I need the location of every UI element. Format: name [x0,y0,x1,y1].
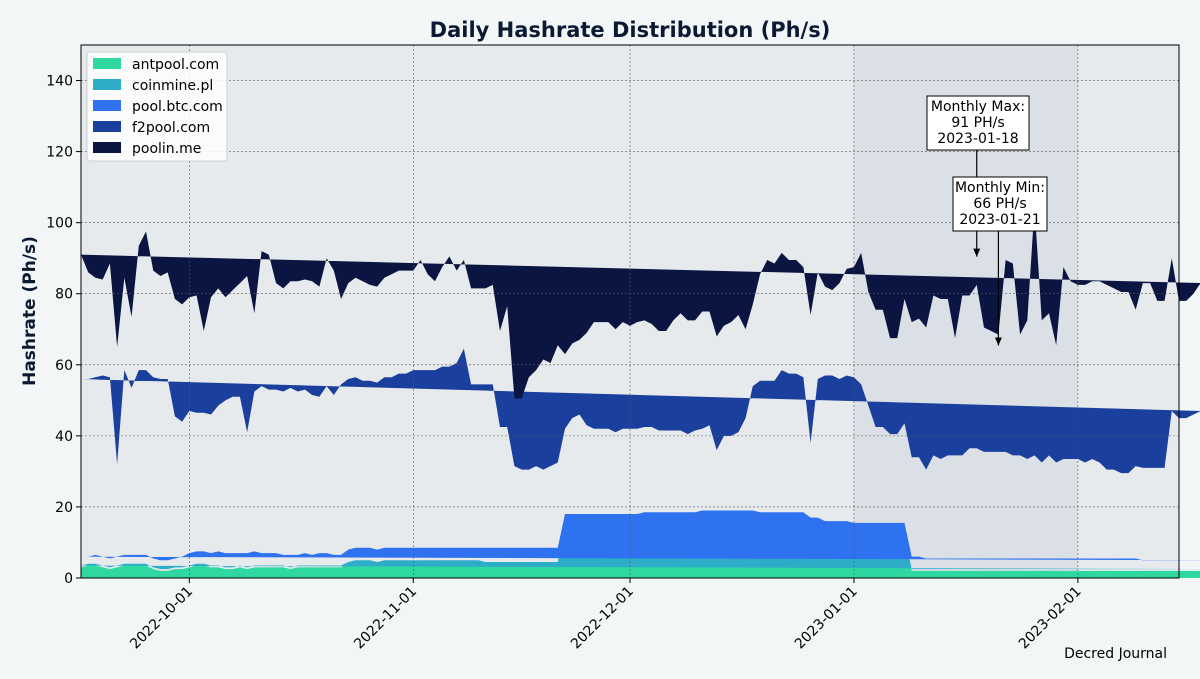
y-tick-label: 0 [64,571,73,587]
legend-swatch [93,121,121,132]
legend-entry: pool.btc.com [132,99,223,115]
annotation-text: 2023-01-21 [959,212,1040,228]
legend-swatch [93,100,121,111]
y-axis: 0 20 40 60 80 100 120 140 [46,74,81,587]
area-f2pool-com [81,348,1200,474]
legend-entry: coinmine.pl [132,78,213,94]
annotation-text: 66 PH/s [973,196,1026,212]
y-tick-label: 60 [55,358,73,374]
annotation-text: Monthly Max: [931,99,1025,115]
legend-entry: f2pool.com [132,120,210,136]
y-tick-label: 40 [55,429,73,445]
y-tick-label: 120 [46,145,73,161]
legend-box [86,51,228,162]
stacked-areas [81,206,1200,578]
y-axis-label: Hashrate (Ph/s) [20,236,40,386]
area-poolin-me [81,206,1200,399]
annotation-box [926,95,1030,151]
annotation-text: Monthly Min: [955,180,1045,196]
y-tick-label: 140 [46,74,73,90]
y-tick-label: 100 [46,216,73,232]
legend-swatch [93,79,121,90]
legend-swatch [93,58,121,69]
annotation-arrowhead [994,337,1002,346]
chart-title: Daily Hashrate Distribution (Ph/s) [430,18,831,42]
credit-text: Decred Journal [1064,646,1167,662]
legend-swatch [93,142,121,153]
annotation-arrowhead [973,248,981,257]
y-tick-label: 80 [55,287,73,303]
legend: antpool.com coinmine.pl pool.btc.com f2pool… [86,51,228,162]
y-tick-label: 20 [55,500,73,516]
annotation-box [952,176,1048,232]
area-pool-btc-com [81,510,1200,561]
legend-entry: poolin.me [132,141,201,157]
legend-entry: antpool.com [132,57,219,73]
annotation-text: 2023-01-18 [937,131,1018,147]
annotation-text: 91 PH/s [951,115,1004,131]
